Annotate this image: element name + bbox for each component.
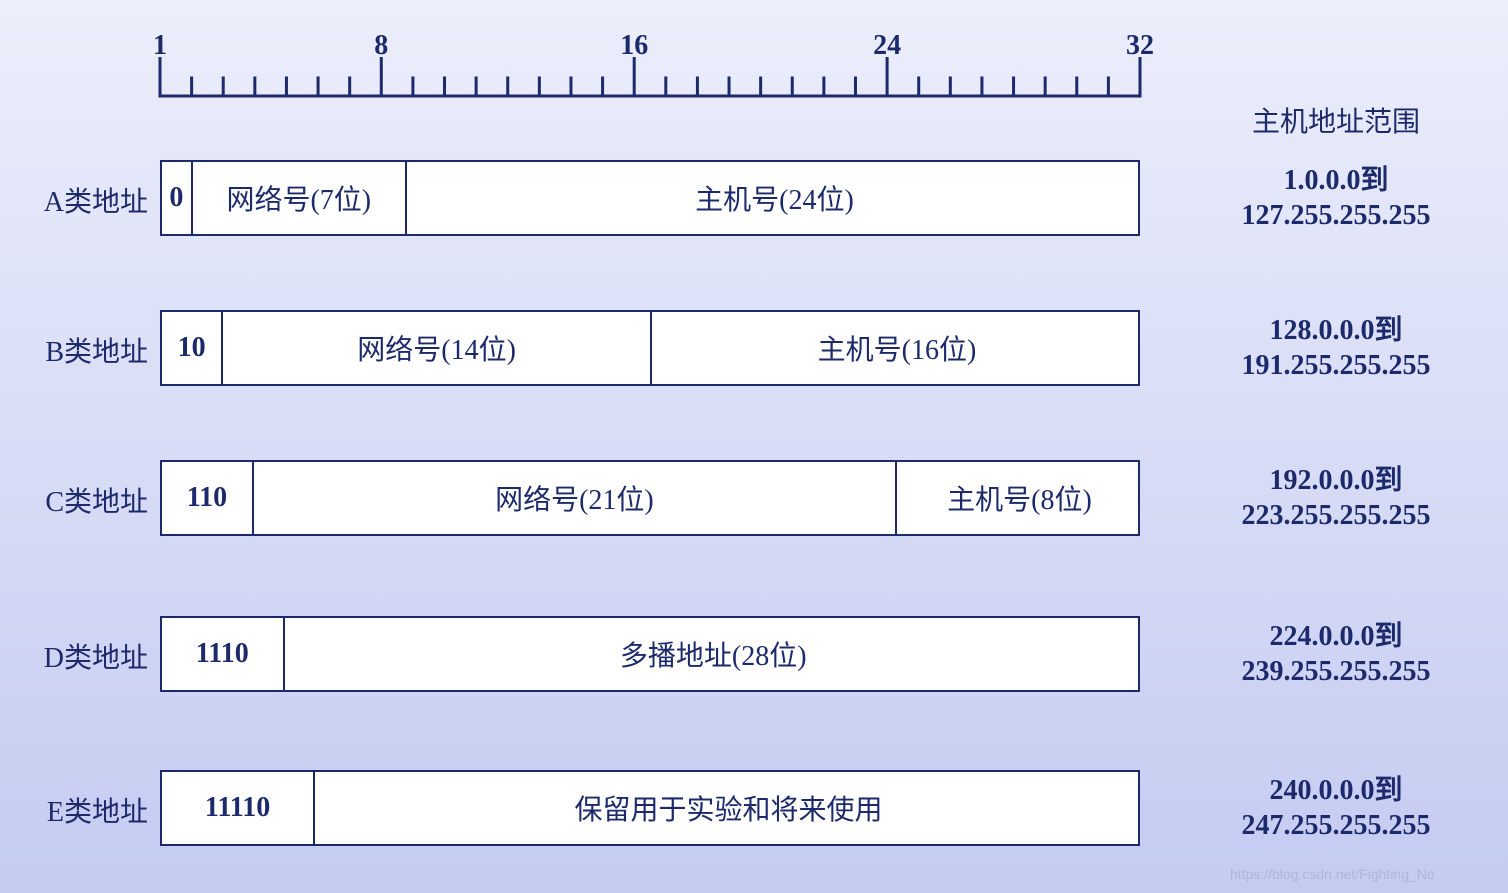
bit-segment: 0 (162, 162, 193, 234)
class-row-label: B类地址 (8, 330, 148, 370)
bit-segment-label: 主机号(16位) (818, 328, 977, 368)
ip-class-diagram: 1 8 16 24 32 主机地址范围 A类地址 0 网络号(7位) 主机号(24位) 1.0.… (0, 0, 1508, 893)
bit-segment-label: 保留用于实验和将来使用 (575, 788, 883, 828)
bit-segment: 1110 (162, 618, 285, 690)
bit-segment: 10 (162, 312, 223, 384)
class-bit-bar: 110 网络号(21位) 主机号(8位) (160, 460, 1140, 536)
bit-ruler (156, 57, 1144, 100)
bit-segment-label: 主机号(24位) (695, 178, 854, 218)
bit-segment-label: 10 (178, 332, 206, 364)
bit-segment-label: 多播地址(28位) (620, 634, 807, 674)
class-row-label: E类地址 (8, 790, 148, 830)
class-address-range: 1.0.0.0到127.255.255.255 (1168, 163, 1504, 233)
ruler-tick-label: 8 (374, 30, 388, 62)
bit-segment-label: 0 (169, 182, 183, 214)
bit-segment: 主机号(8位) (897, 462, 1142, 534)
ruler-tick-label: 1 (153, 30, 167, 62)
class-bit-bar: 11110 保留用于实验和将来使用 (160, 770, 1140, 846)
class-bit-bar: 10 网络号(14位) 主机号(16位) (160, 310, 1140, 386)
watermark-text: https://blog.csdn.net/Fighting_No (1230, 866, 1435, 882)
class-address-range: 128.0.0.0到191.255.255.255 (1168, 313, 1504, 383)
bit-segment-label: 110 (187, 482, 227, 514)
bit-segment-label: 网络号(7位) (226, 178, 371, 218)
class-address-range: 224.0.0.0到239.255.255.255 (1168, 619, 1504, 689)
bit-segment: 网络号(14位) (223, 312, 652, 384)
bit-segment-label: 主机号(8位) (947, 478, 1092, 518)
range-column-header: 主机地址范围 (1168, 100, 1504, 140)
bit-segment: 网络号(7位) (193, 162, 407, 234)
bit-segment: 多播地址(28位) (285, 618, 1143, 690)
class-row-label: C类地址 (8, 480, 148, 520)
class-address-range: 240.0.0.0到247.255.255.255 (1168, 773, 1504, 843)
bit-segment: 11110 (162, 772, 315, 844)
class-bit-bar: 0 网络号(7位) 主机号(24位) (160, 160, 1140, 236)
ruler-tick-label: 16 (620, 30, 648, 62)
bit-segment-label: 1110 (196, 638, 249, 670)
bit-segment-label: 网络号(21位) (495, 478, 654, 518)
bit-segment: 主机号(16位) (652, 312, 1142, 384)
ruler-tick-label: 32 (1126, 30, 1154, 62)
ruler-tick-label: 24 (873, 30, 901, 62)
bit-segment: 主机号(24位) (407, 162, 1142, 234)
class-address-range: 192.0.0.0到223.255.255.255 (1168, 463, 1504, 533)
bit-segment-label: 网络号(14位) (357, 328, 516, 368)
bit-segment: 110 (162, 462, 254, 534)
class-row-label: A类地址 (8, 180, 148, 220)
class-row-label: D类地址 (8, 636, 148, 676)
bit-segment-label: 11110 (205, 792, 270, 824)
bit-segment: 保留用于实验和将来使用 (315, 772, 1142, 844)
bit-segment: 网络号(21位) (254, 462, 897, 534)
class-bit-bar: 1110 多播地址(28位) (160, 616, 1140, 692)
